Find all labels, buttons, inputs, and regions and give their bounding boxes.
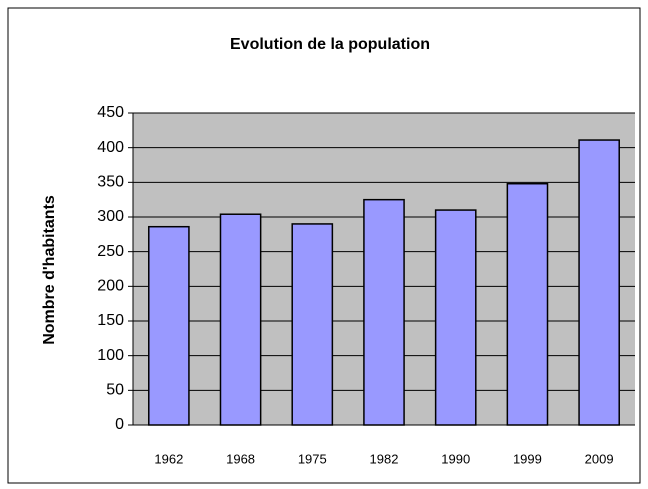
y-tick-label: 100	[97, 347, 124, 364]
bar	[578, 139, 620, 426]
bar	[291, 223, 334, 426]
x-tick-label: 2009	[585, 451, 614, 466]
x-tick-label: 1962	[154, 451, 183, 466]
y-tick-label: 350	[97, 174, 124, 191]
chart-title: Evolution de la population	[230, 36, 430, 53]
y-tick-label: 450	[97, 104, 124, 121]
y-tick-label: 400	[97, 139, 124, 156]
x-tick-label: 1968	[226, 451, 255, 466]
y-tick-label: 150	[97, 312, 124, 329]
y-tick-label: 50	[106, 382, 124, 399]
x-tick-label: 1990	[441, 451, 470, 466]
x-tick-label: 1999	[513, 451, 542, 466]
y-tick-label: 0	[115, 416, 124, 433]
y-axis-label: Nombre d'habitants	[41, 195, 58, 345]
x-tick-label: 1975	[298, 451, 327, 466]
bar	[434, 209, 477, 426]
x-tick-label: 1982	[370, 451, 399, 466]
y-tick-label: 300	[97, 208, 124, 225]
bar	[506, 182, 549, 426]
y-tick-label: 250	[97, 243, 124, 260]
bar	[148, 225, 190, 426]
bar	[363, 198, 405, 426]
y-tick-label: 200	[97, 278, 124, 295]
bar	[219, 213, 262, 426]
